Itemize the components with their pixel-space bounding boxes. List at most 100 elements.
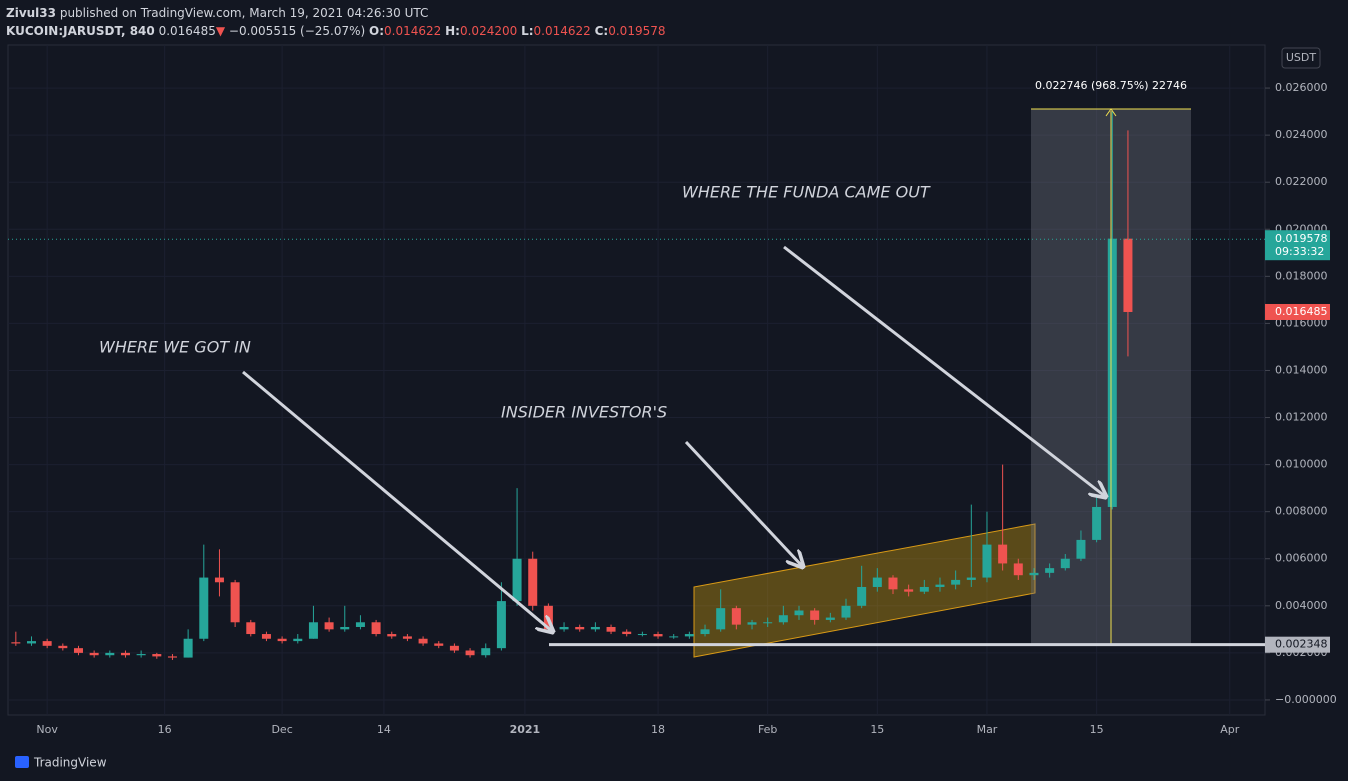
brand: TradingView [33, 756, 107, 770]
annotation: INSIDER INVESTOR'S [501, 403, 667, 422]
y-tick-label: 0.012000 [1275, 411, 1328, 424]
arrow [242, 370, 553, 632]
candle-body [214, 577, 224, 583]
measure-arrow [1105, 108, 1117, 117]
x-tick-label: 18 [651, 723, 665, 736]
candle-body [825, 617, 835, 620]
y-tick-label: 0.004000 [1275, 599, 1328, 612]
close: 0.019578 [608, 24, 666, 38]
annotation: WHERE THE FUNDA CAME OUT [682, 183, 931, 202]
currency-box [1281, 47, 1321, 69]
x-tick-label: 2021 [510, 723, 541, 736]
support-label: 0.002348 [1275, 638, 1328, 651]
y-tick-label: 0.014000 [1275, 363, 1328, 376]
candle-body [810, 610, 820, 620]
x-tick-label: 16 [158, 723, 172, 736]
open: 0.014622 [384, 24, 442, 38]
candle-body [26, 641, 36, 644]
candle-body [606, 626, 616, 632]
candle-body [402, 636, 412, 639]
candle-body [371, 622, 381, 635]
y-tick-label: 0.006000 [1275, 552, 1328, 565]
candle-body [1045, 568, 1055, 573]
candle-body [559, 626, 569, 630]
candle-body [1076, 539, 1086, 559]
candle-body [89, 652, 99, 656]
h-label: H: [445, 24, 460, 38]
candle-body [105, 652, 115, 656]
candle-body [966, 577, 976, 580]
published: published on TradingView.com, March 19, … [59, 6, 429, 20]
candle-body [1060, 558, 1070, 569]
x-tick-label: Feb [758, 723, 777, 736]
low: 0.014622 [533, 24, 591, 38]
candle-body [590, 626, 600, 630]
candle-body [183, 638, 193, 658]
candle-body [700, 629, 710, 635]
candle-body [340, 626, 350, 630]
annotation: WHERE WE GOT IN [99, 338, 251, 357]
candle-body [355, 622, 365, 627]
l-label: L: [521, 24, 534, 38]
candle-body [387, 634, 397, 637]
candle-body [778, 615, 788, 623]
candle-body [230, 582, 240, 623]
price-box [1265, 230, 1330, 261]
candle-body [434, 643, 444, 646]
symbol: KUCOIN:JARUSDT, 840 [6, 24, 155, 38]
change: −0.005515 (−25.07%) [228, 24, 366, 38]
arrow [783, 245, 1106, 497]
x-tick-label: Dec [271, 723, 292, 736]
x-tick-label: 14 [377, 723, 391, 736]
support-box [1265, 636, 1330, 653]
last-price-box [1265, 303, 1330, 320]
candle-body [919, 586, 929, 592]
price-label: 0.019578 [1275, 232, 1328, 245]
currency: USDT [1286, 51, 1317, 64]
candle-body [152, 654, 162, 657]
candle-body [58, 645, 68, 649]
candle-body [449, 645, 459, 651]
y-tick-label: 0.026000 [1275, 81, 1328, 94]
candle-body [277, 638, 287, 642]
x-tick-label: 15 [870, 723, 884, 736]
candle-body [684, 634, 694, 637]
last-price-label: 0.016485 [1275, 305, 1328, 318]
candle-body [935, 584, 945, 587]
candle-body [872, 577, 882, 587]
candle-body [669, 636, 679, 638]
high: 0.024200 [459, 24, 518, 38]
candle-body [1029, 572, 1039, 576]
arrow [684, 440, 803, 567]
y-tick-label: 0.010000 [1275, 458, 1328, 471]
candle-body [622, 631, 632, 635]
candle-body [512, 558, 522, 602]
candle-body [904, 589, 914, 592]
candle-body [199, 577, 209, 639]
candle-body [308, 622, 318, 639]
candle-body [1013, 563, 1023, 576]
candle-body [982, 544, 992, 578]
candle-body [731, 608, 741, 625]
y-tick-label: 0.024000 [1275, 128, 1328, 141]
candle-body [324, 622, 334, 630]
candle-body [1092, 506, 1102, 540]
candle-body [481, 648, 491, 656]
candle-body [73, 648, 83, 653]
candle-body [418, 638, 428, 644]
candle-body [575, 626, 585, 630]
y-tick-label: 0.008000 [1275, 505, 1328, 518]
y-tick-label: 0.022000 [1275, 175, 1328, 188]
candle-body [653, 634, 663, 637]
candle-body [11, 642, 21, 644]
o-label: O: [369, 24, 385, 38]
x-tick-label: Nov [36, 723, 58, 736]
candle-body [888, 577, 898, 590]
candle-body [841, 605, 851, 618]
candle-body [716, 608, 726, 630]
candle-body [857, 586, 867, 606]
candle-body [794, 610, 804, 616]
candle-body [293, 638, 303, 642]
price: 0.016485 [158, 24, 216, 38]
